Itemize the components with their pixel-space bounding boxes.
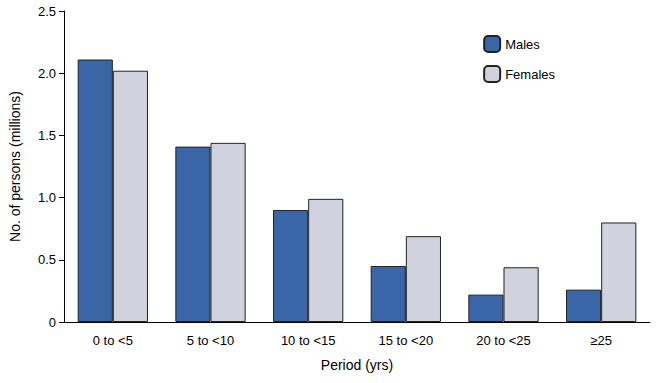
svg-text:1.5: 1.5 bbox=[38, 128, 56, 143]
svg-text:20 to <25: 20 to <25 bbox=[476, 333, 531, 348]
svg-text:15 to <20: 15 to <20 bbox=[379, 333, 434, 348]
svg-text:0: 0 bbox=[49, 315, 56, 330]
svg-text:≥25: ≥25 bbox=[590, 333, 612, 348]
svg-text:Males: Males bbox=[505, 37, 540, 52]
svg-text:1.0: 1.0 bbox=[38, 190, 56, 205]
svg-text:Period (yrs): Period (yrs) bbox=[321, 357, 393, 373]
svg-text:0.5: 0.5 bbox=[38, 252, 56, 267]
svg-text:2.5: 2.5 bbox=[38, 4, 56, 19]
svg-text:0 to <5: 0 to <5 bbox=[93, 333, 133, 348]
svg-text:Females: Females bbox=[505, 67, 555, 82]
svg-text:2.0: 2.0 bbox=[38, 66, 56, 81]
svg-text:No. of persons (millions): No. of persons (millions) bbox=[7, 91, 23, 242]
svg-text:10 to <15: 10 to <15 bbox=[281, 333, 336, 348]
svg-text:5 to <10: 5 to <10 bbox=[187, 333, 234, 348]
